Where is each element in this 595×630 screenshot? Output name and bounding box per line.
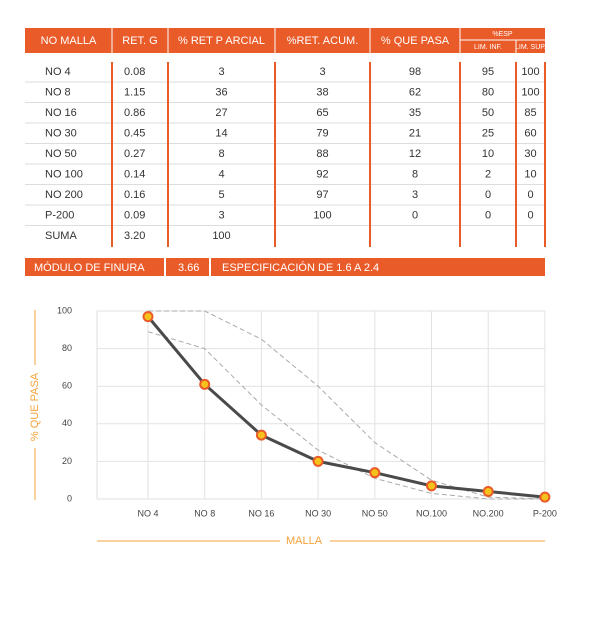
cell: 4: [218, 168, 224, 180]
column-header: RET. G: [122, 35, 157, 47]
x-axis-label: MALLA: [286, 535, 323, 547]
cell: NO 200: [45, 189, 83, 201]
x-tick-label: NO 30: [305, 508, 331, 518]
summary-value: 3.66: [178, 262, 199, 274]
cell: 100: [521, 86, 539, 98]
cell: 0: [527, 189, 533, 201]
point: [255, 429, 267, 441]
cell: SUMA: [45, 230, 77, 242]
point: [426, 480, 437, 492]
cell: 3.20: [124, 230, 145, 242]
x-tick-label: NO.200: [473, 508, 504, 518]
cell: 3: [319, 66, 325, 78]
x-tick-label: NO 16: [248, 508, 274, 518]
cell: 100: [212, 230, 230, 242]
y-tick-label: 0: [67, 493, 72, 503]
cell: 0.45: [124, 127, 145, 139]
sub-header: LIM. INF.: [474, 44, 502, 51]
cell: 25: [482, 127, 494, 139]
y-axis-label: % QUE PASA: [29, 372, 41, 441]
cell: 62: [409, 86, 421, 98]
y-tick-label: 100: [57, 305, 72, 315]
cell: P-200: [45, 209, 74, 221]
point: [369, 467, 381, 479]
cell: 1.15: [124, 86, 145, 98]
point: [539, 491, 551, 503]
x-tick-label: NO 4: [137, 508, 158, 518]
x-tick-label: NO 8: [194, 508, 215, 518]
cell: 21: [409, 127, 421, 139]
x-tick-label: NO 50: [362, 508, 388, 518]
cell: 14: [215, 127, 227, 139]
cell: NO 8: [45, 86, 71, 98]
cell: 3: [412, 189, 418, 201]
cell: 35: [409, 107, 421, 119]
column-header: % QUE PASA: [381, 35, 450, 47]
cell: 65: [316, 107, 328, 119]
cell: 10: [524, 168, 536, 180]
cell: 8: [218, 148, 224, 160]
sub-header: LIM. SUP.: [515, 44, 546, 51]
point: [199, 378, 211, 390]
point: [482, 485, 494, 497]
cell: 0.08: [124, 66, 145, 78]
summary-spec: ESPECIFICACIÓN DE 1.6 A 2.4: [222, 261, 379, 274]
x-tick-label: P-200: [533, 508, 557, 518]
cell: 97: [316, 189, 328, 201]
cell: 79: [316, 127, 328, 139]
cell: 80: [482, 86, 494, 98]
y-tick-label: 60: [62, 381, 72, 391]
line: [148, 310, 545, 500]
cell: 50: [482, 107, 494, 119]
cell: 0.09: [124, 209, 145, 221]
cell: 12: [409, 148, 421, 160]
cell: 0.86: [124, 107, 145, 119]
cell: 30: [524, 148, 536, 160]
line: [147, 331, 545, 500]
cell: 3: [218, 209, 224, 221]
cell: 100: [521, 66, 539, 78]
cell: 27: [215, 107, 227, 119]
group-header: %ESP: [492, 31, 513, 38]
cell: NO 30: [45, 127, 77, 139]
cell: 0.14: [124, 168, 145, 180]
column-header: NO MALLA: [41, 35, 97, 47]
cell: 95: [482, 66, 494, 78]
cell: NO 100: [45, 168, 83, 180]
cell: 0.27: [124, 148, 145, 160]
cell: 88: [316, 148, 328, 160]
cell: 8: [412, 168, 418, 180]
cell: 0.16: [124, 189, 145, 201]
cell: 10: [482, 148, 494, 160]
column-header: % RET P ARCIAL: [178, 35, 265, 47]
cell: 60: [524, 127, 536, 139]
cell: 5: [218, 189, 224, 201]
cell: NO 16: [45, 107, 77, 119]
cell: 98: [409, 66, 421, 78]
cell: 36: [215, 86, 227, 98]
line: [146, 315, 546, 499]
cell: 85: [524, 107, 536, 119]
cell: 0: [485, 209, 491, 221]
cell: 92: [316, 168, 328, 180]
y-tick-label: 20: [62, 456, 72, 466]
y-tick-label: 80: [62, 343, 72, 353]
column-header: %RET. ACUM.: [287, 35, 359, 47]
cell: 0: [485, 189, 491, 201]
cell: 2: [485, 168, 491, 180]
cell: 100: [313, 209, 331, 221]
x-tick-label: NO.100: [416, 508, 447, 518]
cell: 38: [316, 86, 328, 98]
point: [142, 311, 154, 323]
cell: 0: [412, 209, 418, 221]
cell: 0: [527, 209, 533, 221]
cell: NO 50: [45, 148, 77, 160]
y-tick-label: 40: [62, 418, 72, 428]
point: [312, 455, 324, 467]
summary-label: MÓDULO DE FINURA: [34, 261, 145, 274]
cell: NO 4: [45, 66, 71, 78]
summary-bar: [25, 258, 545, 276]
cell: 3: [218, 66, 224, 78]
